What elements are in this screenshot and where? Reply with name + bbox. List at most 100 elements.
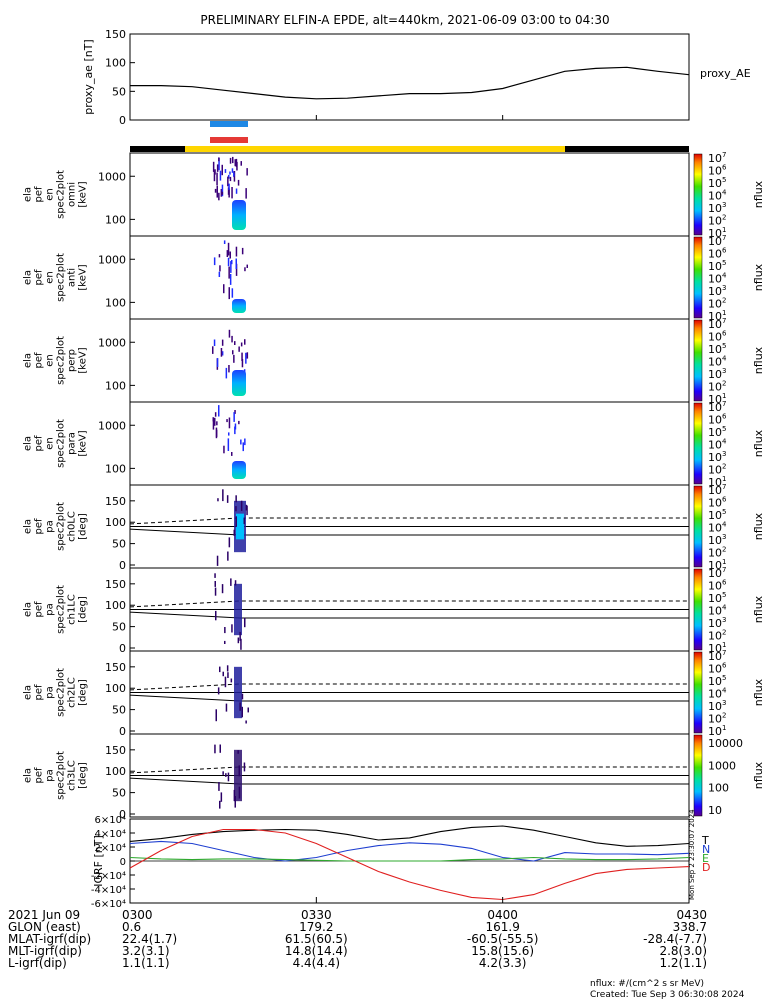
cbar-label: 105 [708,591,726,605]
cbar-label: 103 [708,616,726,630]
panel-ylabel-5: [deg] [78,513,89,540]
flux-pixel [226,665,229,672]
flux-pixel [220,348,223,357]
cbar-title: nflux [752,678,765,706]
igrf-series-t [129,825,690,847]
flux-pixel [241,247,244,255]
cbar-exponent: 7 [722,151,726,159]
pitch-angle-core [236,513,244,540]
ephem-value: 179.2 [299,920,333,934]
flux-pixel [217,687,220,695]
cbar-label: 105 [708,176,726,190]
panel-ylabel-1: pef [34,767,45,784]
flux-pixel [231,452,233,456]
cbar-label: 107 [708,400,726,414]
flux-pixel [216,185,218,198]
flux-pixel [239,702,241,711]
panel-ylabel-5: [keV] [78,181,89,207]
igrf-series-e [129,856,690,862]
flux-pixel [241,359,244,368]
cbar-exponent: 1 [722,392,726,400]
ae-ytick-label: 100 [105,57,126,70]
cbar-title: nflux [752,595,765,623]
flux-pixel [219,666,221,673]
ephem-value: -60.5(-55.5) [467,932,538,946]
panel-ylabel-5: [deg] [78,762,89,789]
cbar-exponent: 6 [722,247,727,255]
flux-pixel [212,161,215,172]
flux-pixel [235,263,238,276]
flux-pixel [231,168,234,173]
flux-blob [232,299,246,313]
flux-pixel [233,529,235,536]
cbar-title: nflux [752,180,765,208]
flux-pixel [236,161,238,171]
cbar-exponent: 7 [722,483,726,491]
ephemeris-table: 2021 Jun 09 0300 0330 0400 0430 GLON (east) 0.… [8,908,707,970]
panel-ylabel-5: [deg] [78,596,89,623]
cbar-exponent: 5 [722,674,726,682]
panel-ylabel-5: [keV] [78,430,89,456]
flux-pixel [233,789,236,802]
flux-pixel [244,617,246,628]
panel-ylabel-2: pa [45,769,56,781]
pitch-angle-block [234,583,242,636]
cbar-exponent: 3 [722,616,726,624]
panel-ylabel-3: spec2plot [56,751,67,800]
ytick-label: 50 [112,538,126,551]
ephem-value: 15.8(15.6) [471,944,534,958]
ephem-value: 0400 [487,908,518,922]
flux-pixel [214,169,216,175]
panel-ylabel-2: pa [45,520,56,532]
flux-note: nflux: #/(cm^2 s sr MeV) [590,979,704,989]
panel-ylabel-5: [deg] [78,679,89,706]
flux-pixel [226,495,229,503]
loss-cone-line [129,777,689,785]
cbar-exponent: 6 [722,330,727,338]
panel-ylabel-4: ch1LC [67,594,78,625]
flux-pixel [222,671,224,677]
flux-pixel [214,188,217,193]
cbar-label: 107 [708,317,726,331]
flux-pixel [218,157,220,171]
flux-pixel [235,516,237,527]
flux-pixel [216,164,219,172]
status-bars [130,121,689,152]
cbar-exponent: 5 [722,425,726,433]
cbar-exponent: 1 [722,558,726,566]
ytick-label: 100 [105,296,126,309]
flux-pixel [230,261,232,273]
cbar-exponent: 7 [722,566,726,574]
panel-ylabel-0: ela [23,270,34,285]
flux-pixel [216,421,218,426]
cbar-label: 101 [708,309,726,323]
cbar-label: 103 [708,450,726,464]
panel-ylabel-0: ela [23,436,34,451]
status-bar-yellow [185,146,565,152]
flux-pixel [227,551,229,561]
flux-pixel [240,342,243,347]
flux-pixel [240,439,242,445]
flux-pixel [216,555,219,566]
panel-ylabel-1: pef [34,601,45,618]
flux-pixel [212,417,214,422]
colorbar [693,651,703,734]
ephem-row-label: MLT-igrf(dip) [8,944,82,958]
cbar-exponent: 4 [722,604,727,612]
panel-ylabel-1: pef [34,435,45,452]
igrf-ytick-label: 2×10⁴ [95,843,126,854]
flux-pixel [232,350,234,355]
flux-pixel [241,706,243,718]
ephem-row-label: L-igrf(dip) [8,956,67,970]
flux-pixel [229,157,232,164]
time-axis [129,115,690,903]
panel-ylabel-2: pa [45,603,56,615]
panel-ylabel-1: pef [34,269,45,286]
ephem-value: 338.7 [673,920,707,934]
flux-pixel [215,709,217,722]
cbar-exponent: 1 [722,475,726,483]
